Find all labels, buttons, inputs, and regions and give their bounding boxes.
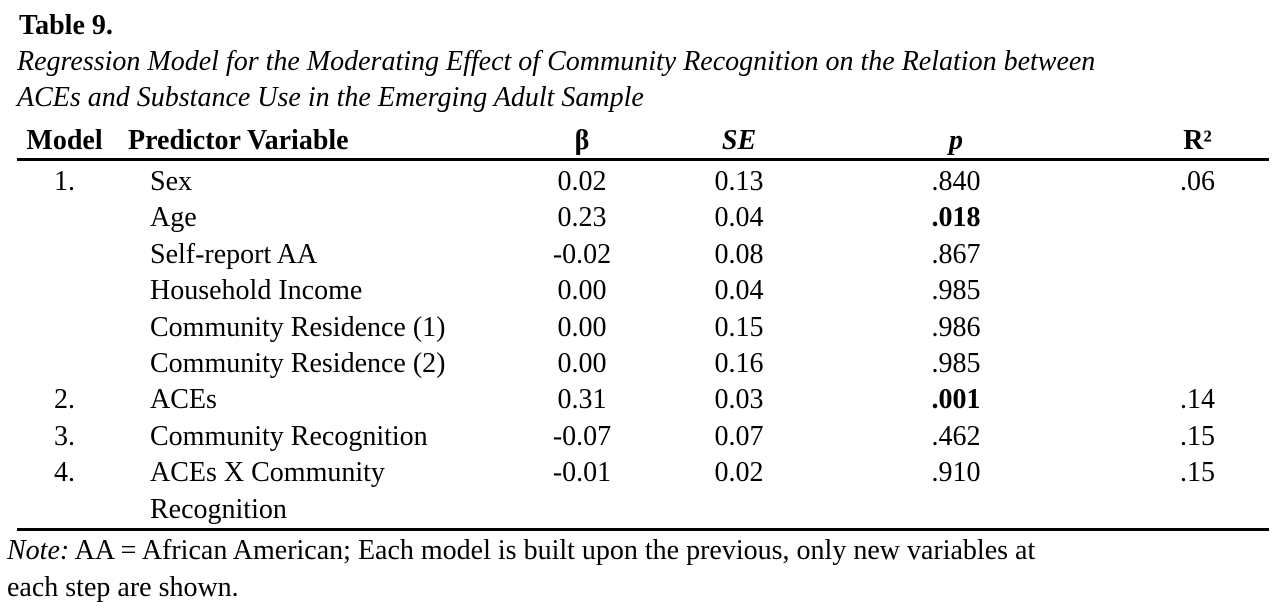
caption-line-1: Regression Model for the Moderating Effe…	[17, 46, 1096, 77]
cell-model-number	[17, 273, 112, 309]
cell-beta: -0.07	[552, 420, 612, 452]
table-body: 1. Sex 0.02 0.13.840.06 Age 0.23 0.04.018 Self-…	[17, 160, 1269, 530]
cell-beta: 0.31	[557, 384, 607, 416]
table-number-title: Table 9.	[19, 10, 113, 41]
cell-predictor: Sex	[150, 166, 192, 197]
caption-line-2: ACEs and Substance Use in the Emerging A…	[17, 82, 644, 113]
table-header-row: Model Predictor Variable β SE p R²	[17, 116, 1269, 161]
cell-predictor: Household Income	[150, 275, 363, 307]
cell-model-number	[17, 237, 112, 273]
cell-p: .462	[931, 420, 981, 452]
cell-p: .001	[931, 384, 981, 416]
note-text-1: AA = African American; Each model is bui…	[69, 535, 1036, 567]
cell-model-number: 4.	[54, 457, 75, 489]
cell-p: .840	[931, 166, 981, 197]
cell-model-number	[17, 200, 112, 236]
cell-p: .910	[931, 457, 981, 489]
cell-beta: 0.00	[557, 311, 607, 343]
cell-beta: -0.01	[552, 457, 612, 489]
note-prefix: Note:	[7, 535, 70, 567]
col-header-beta: β	[472, 116, 692, 161]
table-row: Household Income 0.00 0.04 .985	[17, 273, 1269, 309]
cell-se: 0.02	[714, 457, 764, 489]
table-note: Note: AA = African American; Each model …	[7, 531, 1270, 606]
cell-r2: .15	[1180, 420, 1215, 452]
table-row: 3. Community Recognition -0.07 0.07 .462 .15	[17, 419, 1269, 455]
cell-se: 0.04	[714, 202, 764, 234]
table-row: 4. ACEs X Community Recognition -0.01 0.02 .9…	[17, 455, 1269, 529]
table-row: 1. Sex 0.02 0.13 .840 .06	[17, 160, 1269, 201]
cell-beta: 0.00	[557, 275, 607, 307]
cell-r2	[1126, 237, 1269, 273]
col-header-predictor: Predictor Variable	[112, 116, 472, 161]
table-row: Age 0.23 0.04 .018	[17, 200, 1269, 236]
cell-predictor: Age	[150, 202, 197, 234]
cell-model-number	[17, 310, 112, 346]
cell-beta: 0.23	[557, 202, 607, 234]
table-row: Self-report AA -0.02 0.08 .867	[17, 237, 1269, 273]
cell-r2: .06	[1180, 166, 1215, 197]
col-header-se: SE	[692, 116, 786, 161]
cell-r2	[1126, 346, 1269, 382]
cell-r2: .14	[1180, 384, 1215, 416]
cell-beta: 0.02	[557, 166, 607, 197]
cell-model-number	[17, 346, 112, 382]
cell-predictor: Community Residence (1)	[150, 311, 446, 343]
col-header-r2: R²	[1126, 116, 1269, 161]
cell-p: .985	[931, 348, 981, 380]
cell-r2	[1126, 273, 1269, 309]
cell-se: 0.16	[714, 348, 764, 380]
cell-beta: 0.00	[557, 348, 607, 380]
cell-r2: .15	[1180, 457, 1215, 489]
cell-predictor: Community Recognition	[150, 420, 428, 452]
cell-p: .867	[931, 238, 981, 270]
table-row: 2. ACEs 0.31 0.03 .001 .14	[17, 382, 1269, 418]
cell-predictor: ACEs	[150, 384, 217, 416]
cell-model-number: 1.	[54, 166, 75, 197]
cell-p: .018	[931, 202, 981, 234]
cell-se: 0.03	[714, 384, 764, 416]
cell-se: 0.04	[714, 275, 764, 307]
cell-predictor: ACEs X Community Recognition	[150, 457, 385, 525]
cell-beta: -0.02	[552, 238, 612, 270]
table-caption: Regression Model for the Moderating Effe…	[17, 44, 1270, 116]
cell-se: 0.08	[714, 238, 764, 270]
col-header-p: p	[786, 116, 1126, 161]
cell-se: 0.13	[714, 166, 764, 197]
regression-table: Model Predictor Variable β SE p R² 1. Sex…	[17, 116, 1269, 532]
note-line-1: Note: AA = African American; Each model …	[7, 533, 1270, 570]
note-text-2: each step are shown.	[7, 571, 239, 603]
table-row: Community Residence (1) 0.00 0.15 .986	[17, 310, 1269, 346]
cell-p: .985	[931, 275, 981, 307]
cell-r2	[1126, 310, 1269, 346]
cell-model-number: 2.	[54, 384, 75, 416]
table-row: Community Residence (2) 0.00 0.16 .985	[17, 346, 1269, 382]
cell-model-number: 3.	[54, 420, 75, 452]
cell-se: 0.15	[714, 311, 764, 343]
cell-predictor: Community Residence (2)	[150, 348, 446, 380]
cell-r2	[1126, 200, 1269, 236]
cell-predictor: Self-report AA	[150, 238, 318, 270]
cell-se: 0.07	[714, 420, 764, 452]
col-header-model: Model	[17, 116, 112, 161]
cell-p: .986	[931, 311, 981, 343]
